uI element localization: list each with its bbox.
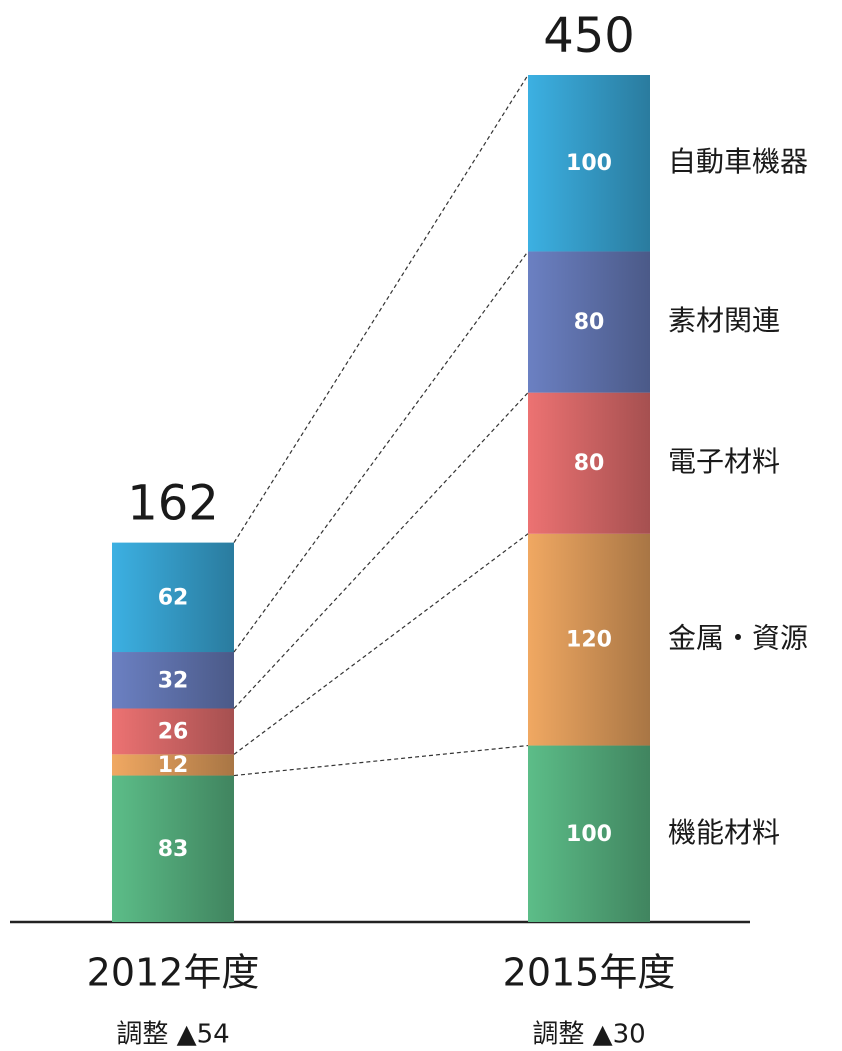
- segment-shade: [528, 745, 650, 922]
- segment-label: 80: [574, 451, 605, 476]
- segment-label: 80: [574, 310, 605, 335]
- adjustment-label: 調整 ▲54: [116, 1020, 229, 1050]
- category-label: 2015年度: [503, 951, 676, 995]
- legend-label: 電子材料: [668, 445, 780, 478]
- segment-label: 83: [158, 837, 189, 862]
- segment-shade: [528, 251, 650, 393]
- segment-label: 26: [158, 719, 189, 744]
- connector: [233, 251, 529, 653]
- segment-label: 12: [158, 753, 189, 778]
- segment-shade: [112, 542, 234, 653]
- adjustment-label: 調整 ▲30: [532, 1020, 645, 1050]
- connector: [233, 392, 529, 709]
- legend-label: 素材関連: [668, 304, 780, 337]
- connector: [233, 533, 529, 755]
- legend-label: 自動車機器: [668, 145, 808, 178]
- segment-label: 100: [566, 151, 612, 176]
- segment-shade: [112, 775, 234, 922]
- segment-label: 32: [158, 668, 189, 693]
- category-label: 2012年度: [87, 951, 260, 995]
- segment-shade: [112, 708, 234, 755]
- segment-shade: [112, 754, 234, 776]
- segment-label: 100: [566, 822, 612, 847]
- connector: [233, 74, 529, 543]
- segment-shade: [528, 392, 650, 534]
- segment-shade: [528, 533, 650, 746]
- connector: [233, 744, 529, 777]
- segment-label: 62: [158, 585, 189, 610]
- legend-label: 金属・資源: [668, 622, 808, 655]
- segment-shade: [528, 75, 650, 252]
- segment-shade: [112, 652, 234, 709]
- total-label: 162: [127, 476, 219, 532]
- total-label: 450: [543, 8, 635, 64]
- legend-label: 機能材料: [668, 816, 780, 849]
- segment-label: 120: [566, 628, 612, 653]
